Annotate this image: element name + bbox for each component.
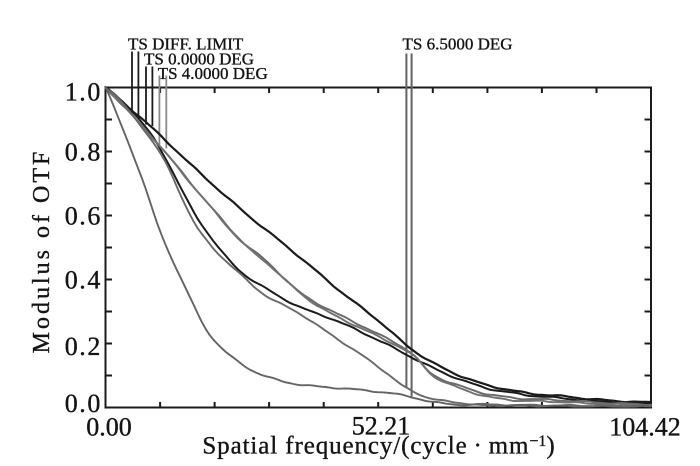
svg-text:52.21: 52.21 [352, 412, 411, 441]
svg-text:TS 4.0000 DEG: TS 4.0000 DEG [158, 64, 268, 83]
svg-text:0.00: 0.00 [86, 413, 132, 442]
svg-text:TS 0.0000 DEG: TS 0.0000 DEG [144, 49, 254, 68]
svg-text:1.0: 1.0 [65, 77, 102, 106]
svg-text:Spatial frequency/(cycle · mm−: Spatial frequency/(cycle · mm−1) [202, 433, 555, 460]
svg-text:0.2: 0.2 [65, 332, 102, 361]
svg-text:TS 6.5000 DEG: TS 6.5000 DEG [403, 35, 513, 54]
svg-text:0.8: 0.8 [65, 137, 102, 166]
svg-text:0.4: 0.4 [65, 265, 102, 294]
svg-text:0.0: 0.0 [65, 389, 102, 418]
svg-text:104.42: 104.42 [609, 413, 681, 442]
svg-text:0.6: 0.6 [65, 201, 102, 230]
svg-text:Modulus of OTF: Modulus of OTF [29, 149, 55, 354]
svg-text:TS DIFF. LIMIT: TS DIFF. LIMIT [128, 34, 244, 53]
